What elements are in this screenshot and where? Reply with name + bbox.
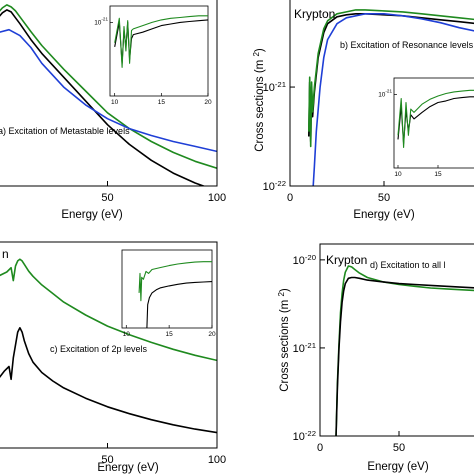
panel-d-y-tick-label-1: 10-20 <box>293 253 316 267</box>
panel-c-inset: 10 15 20 <box>121 249 216 338</box>
panel-b-x-axis-title: Energy (eV) <box>353 209 415 221</box>
panel-b-inset-x-tick-label-2: 15 <box>434 171 442 178</box>
panel-a-inset-frame <box>109 5 209 97</box>
pb-ylab-sup: 2 <box>252 52 261 57</box>
panel-a-inset-x-tick-label-2: 15 <box>158 99 166 106</box>
panel-d-series-group <box>335 265 474 436</box>
panel-a-series-line-3 <box>0 28 217 153</box>
panel-c: 50 100 10 15 20 n c) Excitation of 2p level… <box>0 241 226 474</box>
panel-b-series-line-2 <box>308 9 474 148</box>
panel-a-inset-y-tick-label-1-exp: -21 <box>101 16 108 21</box>
panel-c-inset-frame <box>121 249 213 329</box>
panel-d-x-tick-label-1: 0 <box>317 442 323 454</box>
panel-d-y-tick-label-3: 10-22 <box>293 429 316 443</box>
pd-ylab-tail: ) <box>279 288 291 292</box>
panel-b-x-tick-label-1: 0 <box>287 192 293 204</box>
panel-d-x-tick-label-2: 50 <box>393 442 405 454</box>
panel-b-annotation: b) Excitation of Resonance levels <box>340 40 474 50</box>
panel-a-inset-y-tick-label-1-base: 10 <box>94 19 102 26</box>
panel-d-y-tick-label-1-base: 10 <box>293 255 305 267</box>
panel-a-ticks: 50 100 <box>101 181 226 204</box>
panel-b-series-line-3 <box>312 13 474 186</box>
panel-c-inset-series-line-2 <box>146 281 212 328</box>
panel-c-series-line-1 <box>0 258 217 362</box>
panel-d-y-axis-title-text: Cross sections (m <box>279 300 291 392</box>
panel-a-inset-x-tick-label-1: 10 <box>111 99 119 106</box>
panel-d-y-tick-label-2-base: 10 <box>293 343 305 355</box>
panel-d-y-tick-label-3-base: 10 <box>293 431 305 443</box>
panel-b-y-tick-label-2: 10-22 <box>263 179 286 193</box>
panel-b-x-tick-label-2: 50 <box>378 192 390 204</box>
panel-d-y-tick-label-1-exp: -20 <box>305 253 316 262</box>
panel-d-frame <box>319 243 474 437</box>
panel-a-annotation: a) Excitation of Metastable levels <box>0 126 130 136</box>
panel-b-inset-series-line-2 <box>397 89 474 149</box>
panel-b-y-tick-label-1-exp: -21 <box>275 80 286 89</box>
panel-a-series-line-1 <box>0 9 206 186</box>
panel-c-inset-x-tick-label-2: 15 <box>166 331 174 338</box>
panel-c-x-tick-label-1: 50 <box>101 454 113 466</box>
panel-a-x-axis-title: Energy (eV) <box>61 209 123 221</box>
panel-a-series-group <box>0 4 217 186</box>
panel-a-inset-x-tick-label-3: 20 <box>204 99 212 106</box>
panel-b-y-axis-title-text: Cross sections (m <box>254 60 266 152</box>
panel-d-x-axis-title: Energy (eV) <box>367 461 429 473</box>
panel-b-gas-label: Krypton <box>294 7 335 21</box>
panel-c-x-tick-label-2: 100 <box>208 454 226 466</box>
panel-c-inset-x-tick-label-3: 20 <box>208 331 216 338</box>
panel-b-y-tick-label-1: 10-21 <box>263 80 286 94</box>
panel-c-series-line-2 <box>0 326 217 434</box>
panel-b-y-tick-label-1-base: 10 <box>263 82 275 94</box>
panel-a-inset-y-tick-label-1: 10-21 <box>94 16 108 26</box>
panel-b-inset-y-tick-label-1-exp: -21 <box>385 88 392 93</box>
panel-d-series-line-2 <box>335 276 474 436</box>
panel-d-y-tick-label-2-exp: -21 <box>305 341 316 350</box>
panel-d-series-line-1 <box>335 265 474 436</box>
panel-b-y-tick-label-2-base: 10 <box>263 181 275 193</box>
panel-a-inset-series-line-2 <box>114 15 208 68</box>
pb-ylab-tail: ) <box>254 48 266 52</box>
panel-d-y-axis-title: Cross sections (m 2) <box>277 288 291 392</box>
panel-a-series-line-2 <box>0 4 217 169</box>
panel-a-x-tick-label-2: 100 <box>208 192 226 204</box>
panel-d-annotation: d) Excitation to all l <box>370 260 446 270</box>
panel-b-y-tick-label-2-exp: -22 <box>275 179 286 188</box>
panel-b-y-axis-title: Cross sections (m 2) <box>252 48 266 152</box>
panel-b-inset-x-tick-label-1: 10 <box>394 171 402 178</box>
pd-ylab-sup: 2 <box>277 292 286 297</box>
panel-d-y-tick-label-3-exp: -22 <box>305 429 316 438</box>
panel-b-inset-y-tick-label-1-base: 10 <box>378 91 386 98</box>
panel-a-x-tick-label-1: 50 <box>101 192 113 204</box>
panel-c-gas-label: n <box>2 247 9 261</box>
panel-c-inset-x-tick-label-1: 10 <box>123 331 131 338</box>
panel-c-ticks: 50 100 <box>101 443 226 466</box>
panel-b-inset-y-tick-label-1: 10-21 <box>378 88 392 98</box>
panel-c-annotation: c) Excitation of 2p levels <box>50 344 148 354</box>
panel-d-gas-label: Krypton <box>326 253 367 267</box>
panel-c-inset-series-line-1 <box>138 261 212 302</box>
panel-b-series-group <box>308 9 474 186</box>
panel-c-x-axis-title: Energy (eV) <box>97 462 159 474</box>
panel-c-series-group <box>0 258 217 434</box>
panel-d-y-tick-label-2: 10-21 <box>293 341 316 355</box>
